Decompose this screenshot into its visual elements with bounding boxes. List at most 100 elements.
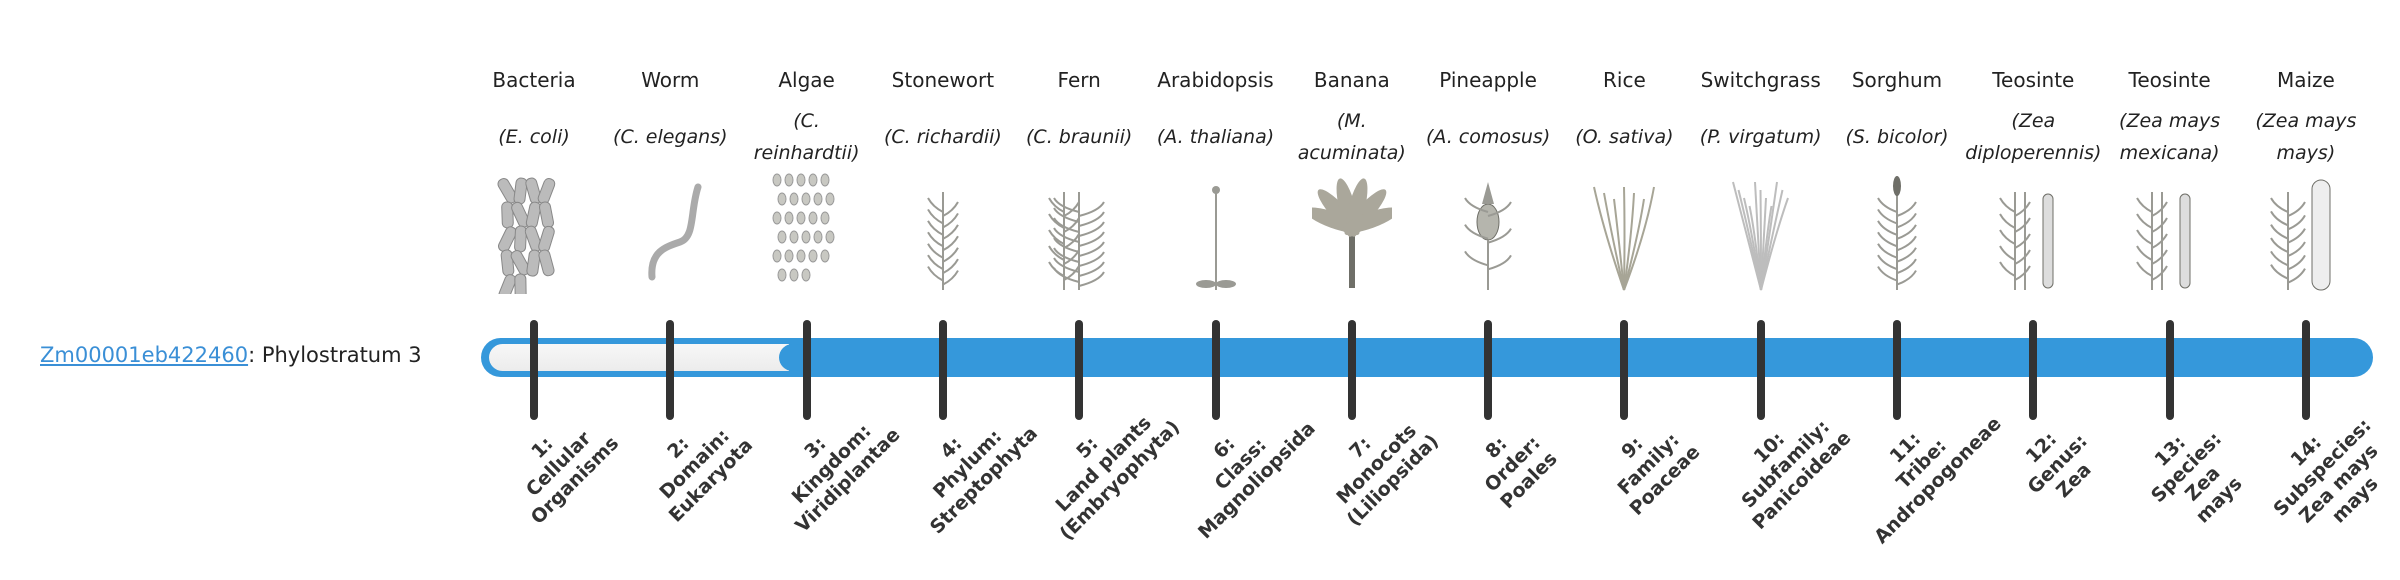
stratum-label: 2: Domain: Eukaryota <box>611 380 780 549</box>
organism-species: (E. coli) <box>466 102 602 172</box>
organism-column: Sorghum (S. bicolor) <box>1829 62 1965 294</box>
organism-species: (C. reinhardtii) <box>739 102 875 172</box>
gene-link[interactable]: Zm00001eb422460 <box>40 343 249 367</box>
worm-icon <box>602 172 738 294</box>
teosinte-icon <box>1965 172 2101 294</box>
species-text: (C. reinhardtii) <box>753 110 860 164</box>
stratum-tick <box>530 320 538 420</box>
organism-column: Bacteria (E. coli) <box>466 62 602 294</box>
organism-species: (C. braunii) <box>1011 102 1147 172</box>
organism-name: Sorghum <box>1851 68 1943 92</box>
species-text: (A. thaliana) <box>1156 126 1275 148</box>
organism-species: (S. bicolor) <box>1829 102 1965 172</box>
stratum-label: 14: Subspecies: Zea mays mays <box>2238 383 2400 568</box>
banana-icon <box>1284 172 1420 294</box>
stratum-label: 3: Kingdom: Viridiplantae <box>747 380 916 549</box>
gene-label: Zm00001eb422460: Phylostratum 3 <box>40 340 422 370</box>
maize-icon <box>2238 172 2374 294</box>
pineapple-icon <box>1420 172 1556 294</box>
bar-unfilled-region <box>489 344 790 371</box>
organism-name: Teosinte <box>2128 68 2211 92</box>
species-text: (P. virgatum) <box>1699 126 1822 148</box>
organism-name: Maize <box>2276 68 2335 92</box>
organism-column: Arabidopsis (A. thaliana) <box>1148 62 1284 294</box>
species-text: (Zea diploperennis) <box>1965 110 2102 164</box>
organism-species: (O. sativa) <box>1556 102 1692 172</box>
organism-column: Stonewort (C. richardii) <box>875 62 1011 294</box>
organism-name: Worm <box>641 68 700 92</box>
organism-column: Fern (C. braunii) <box>1011 62 1147 294</box>
organism-column: Teosinte (Zea mays mexicana) <box>2102 62 2238 294</box>
organism-species: (C. richardii) <box>875 102 1011 172</box>
organism-name: Rice <box>1603 68 1646 92</box>
stratum-label: 12: Genus: Zea <box>1974 380 2143 549</box>
organism-column: Pineapple (A. comosus) <box>1420 62 1556 294</box>
stratum-tick <box>938 320 947 420</box>
organism-species: (M. acuminata) <box>1284 102 1420 172</box>
stratum-tick <box>1484 320 1493 420</box>
organism-column: Rice (O. sativa) <box>1556 62 1692 294</box>
organism-column: Switchgrass (P. virgatum) <box>1693 62 1829 294</box>
algae-icon <box>739 172 875 294</box>
organism-species: (C. elegans) <box>602 102 738 172</box>
organism-column: Worm (C. elegans) <box>602 62 738 294</box>
stratum-tick <box>1893 320 1901 420</box>
species-text: (S. bicolor) <box>1845 126 1949 148</box>
stratum-tick <box>802 320 811 420</box>
stratum-label: 8: Order: Poales <box>1429 380 1598 549</box>
stratum-label: 7: Monocots (Liliopsida) <box>1292 380 1461 549</box>
organism-species: (P. virgatum) <box>1693 102 1829 172</box>
stratum-tick <box>1756 320 1765 420</box>
stratum-tick <box>2029 320 2038 420</box>
stratum-tick <box>1211 320 1220 420</box>
arabidopsis-icon <box>1148 172 1284 294</box>
stratum-label: 13: Species: Zea mays <box>2102 383 2287 568</box>
stratum-tick <box>2301 320 2310 420</box>
organism-column: Banana (M. acuminata) <box>1284 62 1420 294</box>
sorghum-icon <box>1829 172 1965 294</box>
organism-species: (A. comosus) <box>1420 102 1556 172</box>
stratum-label: 9: Family: Poaceae <box>1565 380 1734 549</box>
organism-name: Banana <box>1313 68 1390 92</box>
stratum-tick <box>1620 320 1629 420</box>
species-text: (M. acuminata) <box>1297 110 1406 164</box>
stratum-label: 1: Cellular Organisms <box>475 380 644 549</box>
species-text: (E. coli) <box>498 126 570 148</box>
species-text: (A. comosus) <box>1425 126 1551 148</box>
organism-name: Teosinte <box>1992 68 2075 92</box>
organism-species: (Zea mays mexicana) <box>2102 102 2238 172</box>
organism-species: (Zea mays mays) <box>2238 102 2374 172</box>
species-text: (Zea mays mays) <box>2255 110 2357 164</box>
teosinte-icon <box>2102 172 2238 294</box>
phylostratum-bar <box>481 338 2373 377</box>
rice-icon <box>1556 172 1692 294</box>
stratum-label: 6: Class: Magnoliopsida <box>1156 380 1325 549</box>
stonewort-icon <box>875 172 1011 294</box>
organism-species: (A. thaliana) <box>1148 102 1284 172</box>
stratum-label: 10: Subfamily: Panicoideae <box>1701 380 1870 549</box>
organism-name: Arabidopsis <box>1157 68 1274 92</box>
species-text: (C. elegans) <box>613 126 728 148</box>
stratum-label: 5: Land plants (Embryophyta) <box>1020 380 1189 549</box>
stratum-tick <box>1075 320 1084 420</box>
organism-column: Algae (C. reinhardtii) <box>739 62 875 294</box>
stratum-tick <box>2165 320 2174 420</box>
stratum-label: 4: Phylum: Streptophyta <box>883 380 1052 549</box>
organism-column: Maize (Zea mays mays) <box>2238 62 2374 294</box>
phylostratum-text: : Phylostratum 3 <box>248 343 422 367</box>
organism-species: (Zea diploperennis) <box>1965 102 2101 172</box>
switchgrass-icon <box>1693 172 1829 294</box>
organism-name: Switchgrass <box>1700 68 1821 92</box>
species-text: (C. braunii) <box>1026 126 1133 148</box>
organism-name: Pineapple <box>1439 68 1537 92</box>
organism-name: Bacteria <box>492 68 576 92</box>
fern-icon <box>1011 172 1147 294</box>
bacteria-icon <box>466 172 602 294</box>
stratum-label: 11: Tribe: Andropogoneae <box>1838 380 2007 549</box>
organism-column: Teosinte (Zea diploperennis) <box>1965 62 2101 294</box>
organism-name: Algae <box>778 68 835 92</box>
organism-name: Stonewort <box>891 68 995 92</box>
species-text: (O. sativa) <box>1575 126 1674 148</box>
organism-name: Fern <box>1057 68 1101 92</box>
species-text: (C. richardii) <box>883 126 1002 148</box>
